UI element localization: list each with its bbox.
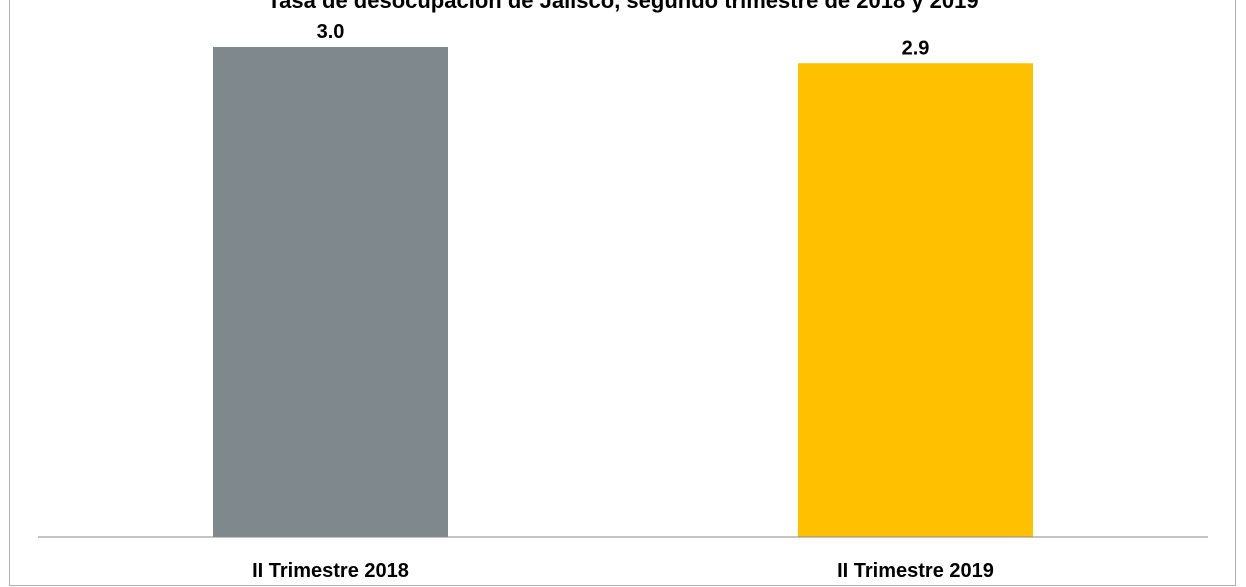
- x-tick-label-2: II Trimestre 2019: [837, 560, 994, 582]
- x-tick-label-1: II Trimestre 2018: [252, 560, 409, 582]
- data-label-1: 3.0: [317, 21, 345, 43]
- bars-layer: [213, 47, 1033, 537]
- bar-2: [798, 63, 1033, 537]
- data-label-2: 2.9: [902, 37, 930, 59]
- bar-1: [213, 47, 448, 537]
